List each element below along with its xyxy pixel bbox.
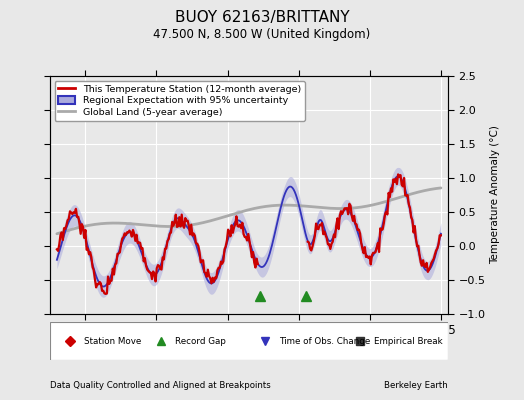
Text: Empirical Break: Empirical Break — [374, 336, 443, 346]
FancyBboxPatch shape — [50, 322, 448, 360]
Text: Time of Obs. Change: Time of Obs. Change — [279, 336, 370, 346]
Text: Data Quality Controlled and Aligned at Breakpoints: Data Quality Controlled and Aligned at B… — [50, 381, 270, 390]
Text: Berkeley Earth: Berkeley Earth — [384, 381, 448, 390]
Text: 47.500 N, 8.500 W (United Kingdom): 47.500 N, 8.500 W (United Kingdom) — [154, 28, 370, 41]
Text: Station Move: Station Move — [84, 336, 141, 346]
Y-axis label: Temperature Anomaly (°C): Temperature Anomaly (°C) — [489, 126, 499, 264]
Text: Record Gap: Record Gap — [175, 336, 226, 346]
Text: BUOY 62163/BRITTANY: BUOY 62163/BRITTANY — [174, 10, 350, 25]
Legend: This Temperature Station (12-month average), Regional Expectation with 95% uncer: This Temperature Station (12-month avera… — [54, 81, 305, 120]
